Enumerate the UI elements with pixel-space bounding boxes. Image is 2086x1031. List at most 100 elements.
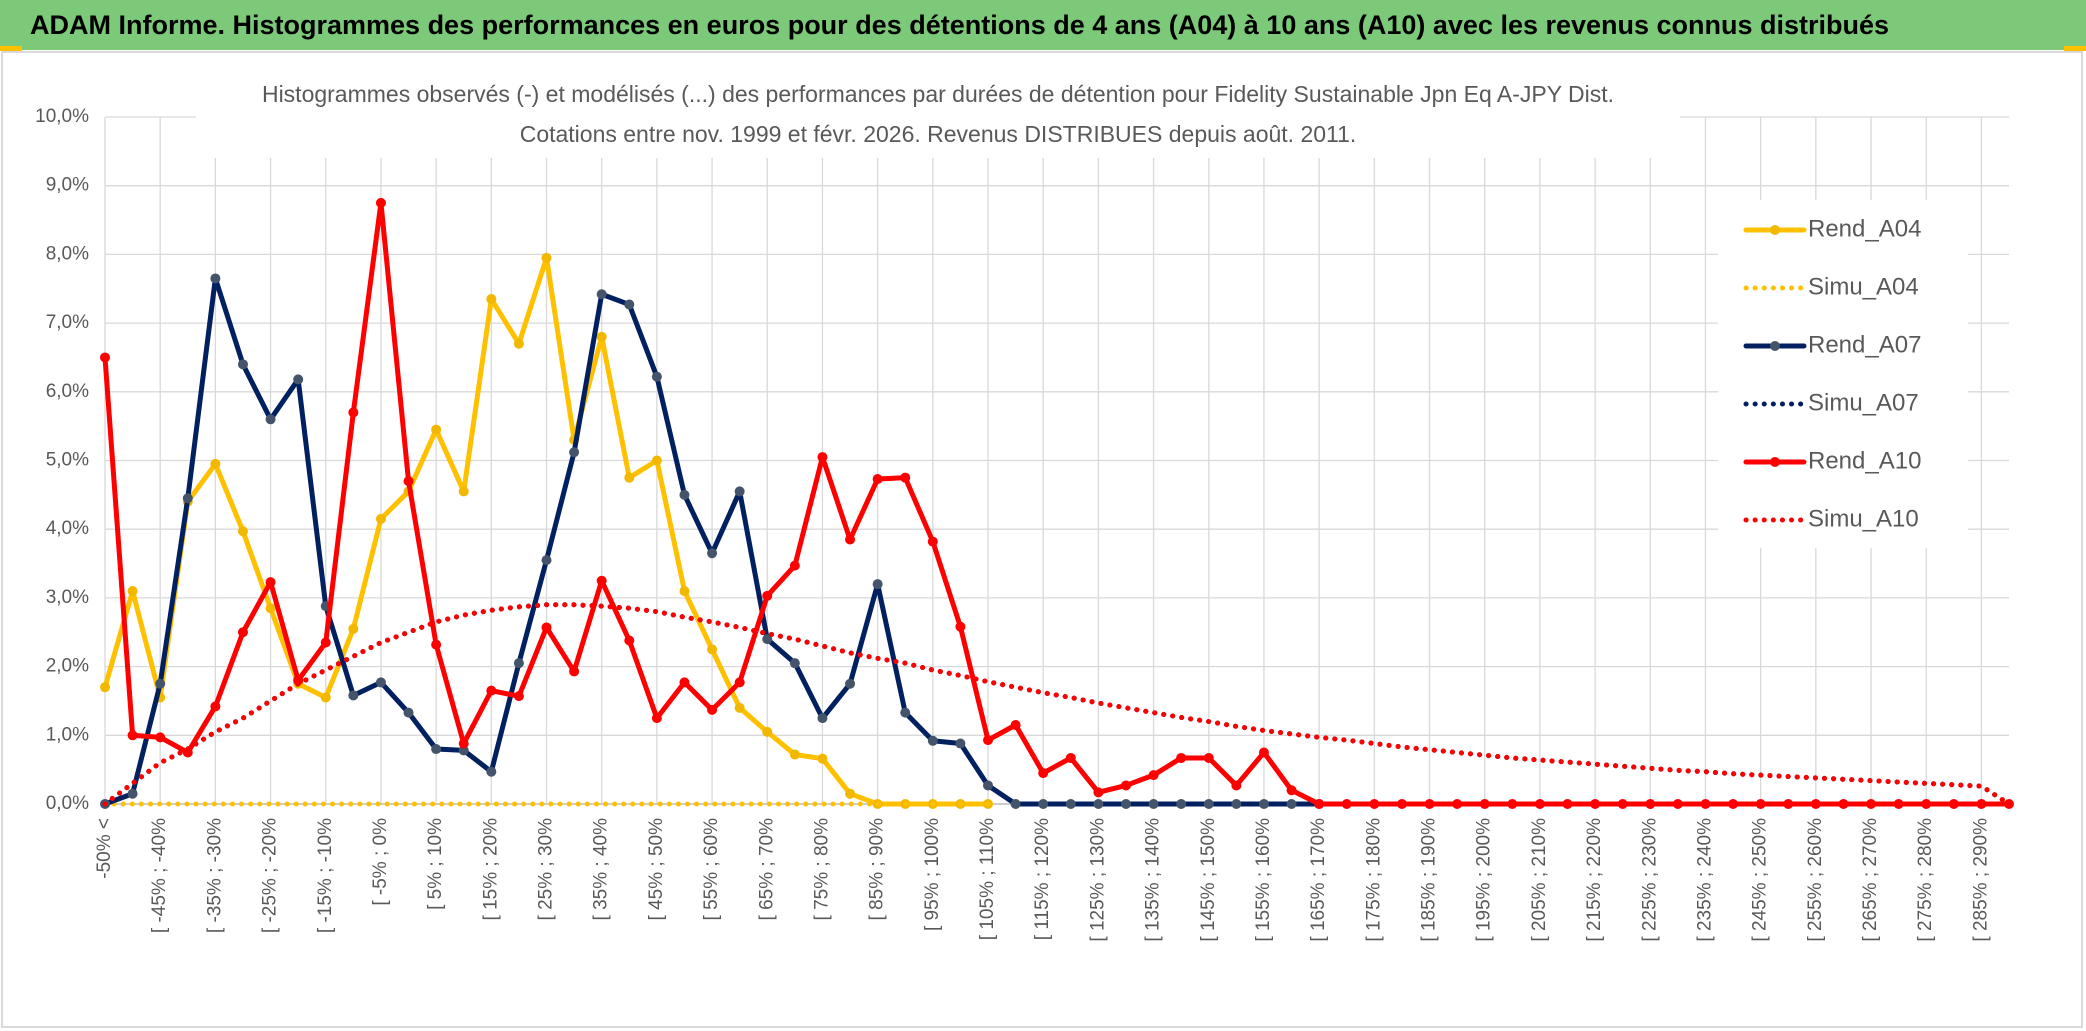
marker bbox=[1948, 799, 1959, 809]
marker bbox=[513, 658, 524, 669]
marker bbox=[100, 352, 110, 363]
marker bbox=[348, 407, 359, 418]
y-tick-label: 1,0% bbox=[46, 724, 89, 745]
marker bbox=[955, 621, 966, 632]
x-tick-label: [ 235% ; 240% bbox=[1694, 818, 1715, 942]
x-tick-label: [ 55% ; 60% bbox=[701, 818, 722, 921]
marker bbox=[1286, 785, 1297, 796]
marker bbox=[237, 627, 248, 638]
x-tick-label: [ 225% ; 230% bbox=[1639, 818, 1660, 942]
marker bbox=[624, 472, 635, 483]
marker bbox=[1921, 799, 1932, 809]
x-tick-label: [ 275% ; 280% bbox=[1915, 818, 1936, 942]
marker bbox=[707, 548, 718, 559]
marker bbox=[789, 749, 800, 760]
dotted-line bbox=[102, 602, 2012, 807]
legend-marker bbox=[1770, 457, 1780, 467]
marker bbox=[1038, 799, 1049, 809]
x-tick-label: [ -35% ; -30% bbox=[204, 818, 225, 933]
marker bbox=[486, 766, 497, 777]
marker bbox=[651, 371, 662, 382]
marker bbox=[1755, 799, 1766, 809]
marker bbox=[872, 474, 883, 485]
y-tick-label: 4,0% bbox=[46, 518, 89, 539]
marker bbox=[431, 744, 442, 755]
x-tick-label: [ 125% ; 130% bbox=[1087, 818, 1108, 942]
marker bbox=[845, 678, 856, 689]
marker bbox=[1341, 799, 1352, 809]
marker bbox=[1562, 799, 1573, 809]
marker bbox=[348, 690, 359, 701]
marker bbox=[872, 579, 883, 590]
marker bbox=[293, 374, 304, 385]
x-tick-label: [ 105% ; 110% bbox=[977, 818, 998, 940]
marker bbox=[1038, 768, 1049, 779]
marker bbox=[210, 273, 221, 284]
marker bbox=[679, 677, 690, 688]
x-tick-label: [ 205% ; 210% bbox=[1529, 818, 1550, 942]
marker bbox=[734, 702, 745, 713]
x-tick-label: [ 95% ; 100% bbox=[922, 818, 943, 931]
x-tick-label: [ 245% ; 250% bbox=[1750, 818, 1771, 942]
legend-label: Simu_A10 bbox=[1808, 505, 1919, 532]
marker bbox=[983, 735, 994, 746]
x-tick-label: [ 35% ; 40% bbox=[591, 818, 612, 921]
marker bbox=[569, 666, 580, 677]
marker bbox=[707, 644, 718, 655]
y-tick-label: 6,0% bbox=[46, 381, 89, 402]
marker bbox=[1893, 799, 1904, 809]
marker bbox=[237, 526, 248, 537]
x-tick-label: [ 45% ; 50% bbox=[646, 818, 667, 921]
marker bbox=[789, 560, 800, 571]
chart-subtitle: Histogrammes observés (-) et modélisés (… bbox=[262, 81, 1614, 107]
marker bbox=[265, 603, 276, 614]
corner bbox=[2064, 46, 2086, 51]
marker bbox=[734, 677, 745, 688]
marker bbox=[1010, 719, 1021, 730]
x-tick-label: [ 15% ; 20% bbox=[480, 818, 501, 921]
marker bbox=[1700, 799, 1711, 809]
y-tick-label: 5,0% bbox=[46, 450, 89, 471]
marker bbox=[486, 294, 497, 305]
x-tick-label: [ -25% ; -20% bbox=[260, 818, 281, 933]
legend-label: Simu_A04 bbox=[1808, 273, 1919, 300]
marker bbox=[762, 726, 773, 737]
marker bbox=[1258, 747, 1269, 758]
x-tick-label: [ 255% ; 260% bbox=[1805, 818, 1826, 942]
marker bbox=[1065, 752, 1076, 763]
y-tick-label: 8,0% bbox=[46, 243, 89, 264]
marker bbox=[1231, 799, 1242, 809]
marker bbox=[513, 338, 524, 349]
chart-title: ADAM Informe. Histogrammes des performan… bbox=[30, 10, 1889, 40]
marker bbox=[1176, 752, 1187, 763]
marker bbox=[1507, 799, 1518, 809]
marker bbox=[320, 637, 331, 648]
marker bbox=[762, 590, 773, 601]
marker bbox=[734, 486, 745, 497]
marker bbox=[541, 622, 552, 633]
x-tick-label: [ 115% ; 120% bbox=[1032, 818, 1053, 940]
marker bbox=[1286, 799, 1297, 809]
marker bbox=[1369, 799, 1380, 809]
marker bbox=[541, 555, 552, 566]
line bbox=[102, 200, 2012, 807]
marker bbox=[210, 458, 221, 469]
x-tick-label: [ 175% ; 180% bbox=[1363, 818, 1384, 942]
marker bbox=[375, 197, 386, 208]
marker bbox=[1590, 799, 1601, 809]
marker bbox=[762, 634, 773, 645]
marker bbox=[1148, 770, 1159, 781]
y-tick-label: 2,0% bbox=[46, 656, 89, 677]
marker bbox=[817, 753, 828, 764]
marker bbox=[1396, 799, 1407, 809]
marker bbox=[431, 639, 442, 650]
y-tick-label: 9,0% bbox=[46, 175, 89, 196]
x-tick-label: [ 195% ; 200% bbox=[1474, 818, 1495, 942]
x-tick-label: [ 145% ; 150% bbox=[1198, 818, 1219, 942]
marker bbox=[845, 534, 856, 545]
marker bbox=[1424, 799, 1435, 809]
legend: Rend_A04 Simu_A04 Rend_A07 Simu_A07 Rend_A10… bbox=[1743, 215, 1921, 532]
marker bbox=[265, 414, 276, 425]
marker bbox=[541, 252, 552, 263]
